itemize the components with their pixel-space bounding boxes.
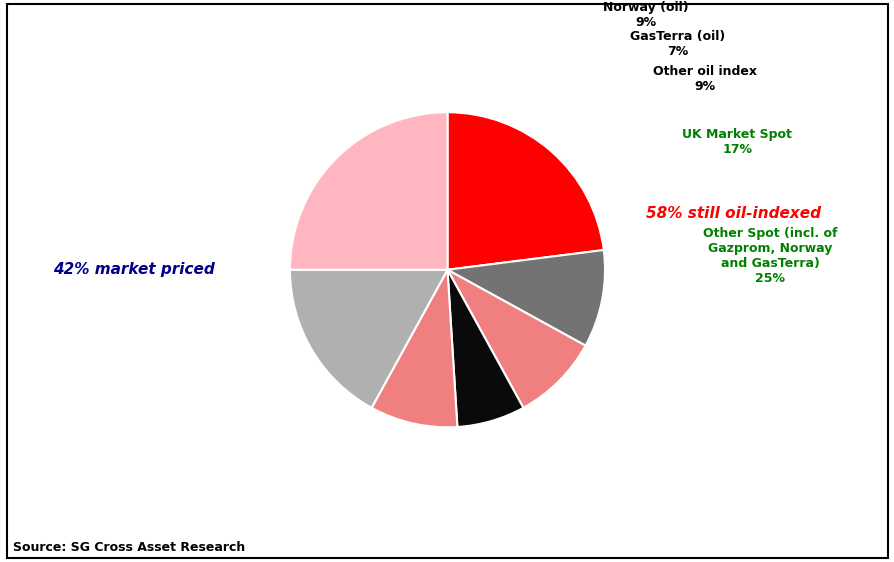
Text: UK Market Spot
17%: UK Market Spot 17% bbox=[681, 128, 791, 156]
Wedge shape bbox=[447, 270, 523, 427]
Wedge shape bbox=[447, 250, 604, 346]
Text: 58% still oil-indexed: 58% still oil-indexed bbox=[645, 206, 821, 221]
Wedge shape bbox=[290, 270, 447, 408]
Wedge shape bbox=[447, 112, 603, 270]
Text: GasTerra (oil)
7%: GasTerra (oil) 7% bbox=[629, 30, 724, 58]
Text: Norway (oil)
9%: Norway (oil) 9% bbox=[603, 1, 688, 29]
Text: Other Spot (incl. of
Gazprom, Norway
and GasTerra)
25%: Other Spot (incl. of Gazprom, Norway and… bbox=[703, 226, 837, 285]
Text: Other oil index
9%: Other oil index 9% bbox=[653, 65, 756, 93]
Wedge shape bbox=[371, 270, 457, 427]
Text: Source: SG Cross Asset Research: Source: SG Cross Asset Research bbox=[13, 541, 245, 554]
Text: 42% market priced: 42% market priced bbox=[54, 262, 215, 277]
Wedge shape bbox=[447, 270, 585, 408]
Wedge shape bbox=[290, 112, 447, 270]
